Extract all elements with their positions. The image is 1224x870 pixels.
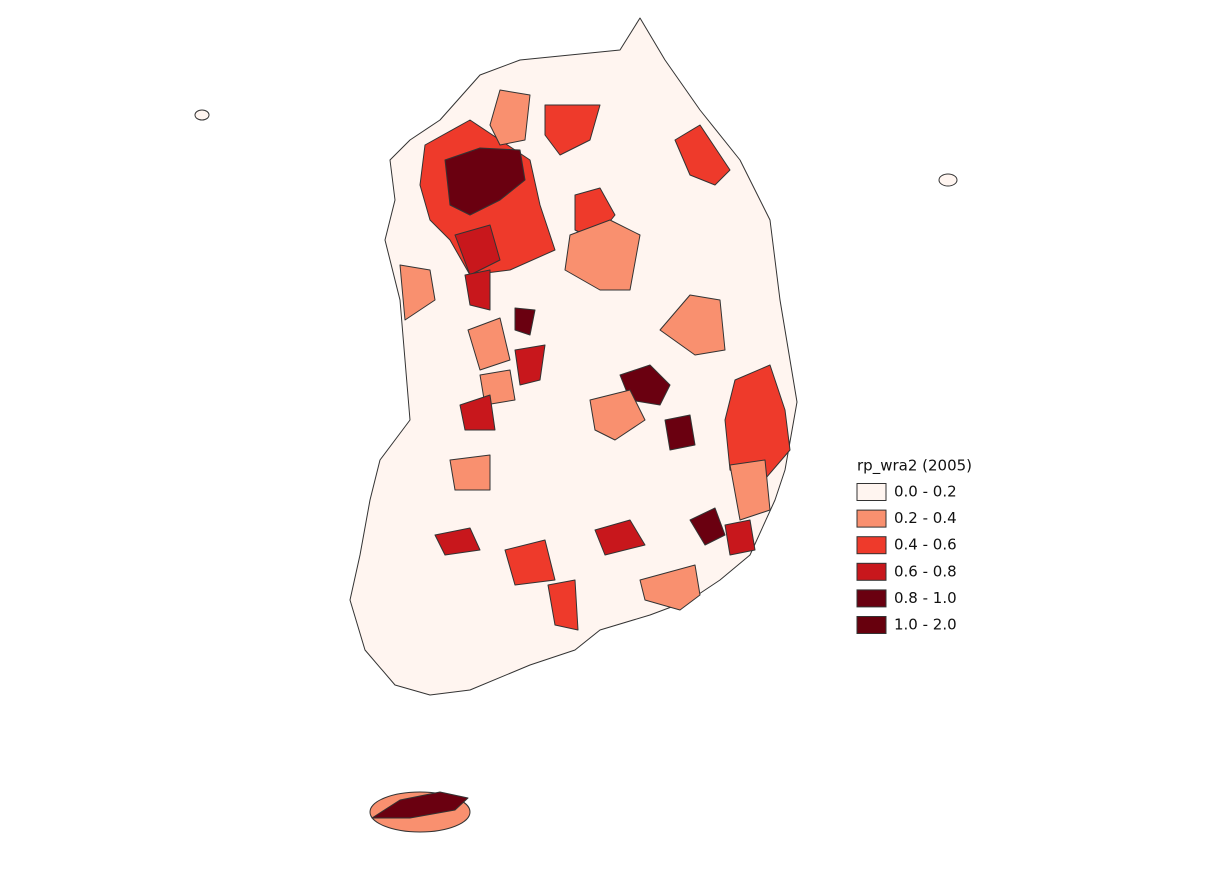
legend-label: 0.6 - 0.8 <box>894 562 957 580</box>
legend-swatch <box>856 509 887 528</box>
region <box>547 579 579 631</box>
region <box>689 507 726 546</box>
island <box>938 173 958 187</box>
regions <box>194 17 958 833</box>
region <box>504 539 556 586</box>
region <box>434 527 481 556</box>
legend-swatch <box>856 616 887 634</box>
region <box>454 224 501 276</box>
region <box>594 519 646 556</box>
region <box>444 147 526 216</box>
region <box>724 519 756 556</box>
region <box>514 307 536 336</box>
legend-label: 0.2 - 0.4 <box>894 509 957 527</box>
region <box>399 264 436 321</box>
region <box>544 104 601 156</box>
region <box>639 564 701 611</box>
region <box>729 459 771 521</box>
legend: rp_wra2 (2005) 0.0 - 0.2 0.2 - 0.4 0.4 - 0… <box>856 457 972 634</box>
legend-swatch <box>856 562 887 581</box>
region <box>564 219 641 291</box>
legend-swatch <box>856 536 887 555</box>
legend-swatch <box>856 589 887 608</box>
legend-title: rp_wra2 (2005) <box>857 457 972 476</box>
legend-label: 0.0 - 0.2 <box>894 483 957 501</box>
region <box>664 414 696 451</box>
legend-label: 0.4 - 0.6 <box>894 536 957 554</box>
region <box>459 394 496 431</box>
island <box>194 109 210 121</box>
region <box>449 454 491 491</box>
region <box>659 294 726 356</box>
region <box>467 317 511 371</box>
region <box>674 124 731 186</box>
region <box>589 389 646 441</box>
region <box>514 344 546 386</box>
legend-label: 0.8 - 1.0 <box>894 589 957 607</box>
region <box>464 269 491 311</box>
legend-swatch <box>856 483 887 501</box>
region <box>371 791 469 819</box>
region <box>724 364 791 486</box>
region <box>489 89 531 146</box>
legend-label: 1.0 - 2.0 <box>894 616 957 634</box>
